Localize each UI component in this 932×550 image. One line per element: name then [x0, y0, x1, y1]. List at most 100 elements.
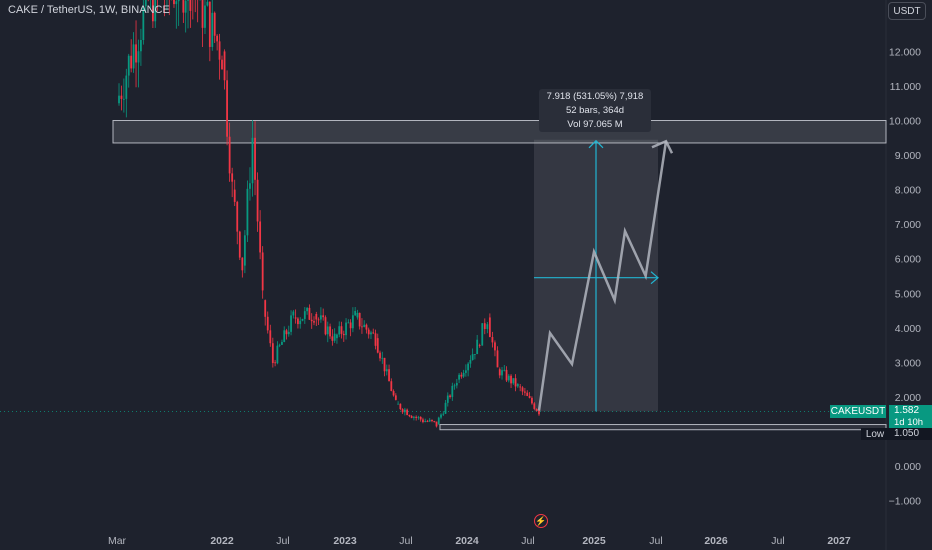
candle-body	[415, 416, 418, 418]
candle-body	[349, 322, 352, 329]
candle-body	[177, 0, 180, 2]
symbol-legend[interactable]: CAKE / TetherUS, 1W, BINANCE	[8, 4, 170, 16]
candle-body	[516, 384, 519, 387]
candle-body	[505, 369, 508, 381]
candle-body	[464, 370, 467, 373]
y-tick-label: 2.000	[895, 392, 921, 404]
candle-body	[125, 75, 128, 99]
candle-body	[403, 409, 406, 413]
measure-arrowhead-right	[650, 271, 659, 285]
candle-body	[437, 417, 440, 425]
candle-body	[361, 326, 363, 328]
candle-body	[397, 403, 399, 405]
candle-body	[381, 357, 384, 359]
candle-body	[173, 0, 175, 5]
lightning-icon[interactable]: ⚡	[534, 514, 548, 528]
candle-body	[315, 313, 318, 320]
candle-body	[367, 329, 370, 335]
candle-body	[297, 318, 299, 325]
candle-body	[283, 330, 286, 342]
candle-body	[451, 385, 454, 397]
candle-body	[383, 357, 386, 372]
candle-body	[294, 317, 297, 319]
candle-body	[226, 80, 228, 137]
candle-body	[187, 0, 189, 1]
candle-body	[324, 317, 327, 335]
candle-body	[491, 337, 494, 343]
candle-body	[358, 312, 361, 327]
candle-body	[246, 188, 249, 236]
candle-body	[233, 189, 236, 202]
measure-tooltip: 7.918 (531.05%) 7,918 52 bars, 364d Vol …	[539, 89, 651, 132]
x-tick-label: 2027	[827, 535, 851, 547]
candle-body	[329, 326, 331, 337]
currency-button[interactable]: USDT	[888, 2, 926, 20]
candle-body	[144, 0, 147, 7]
candle-body	[290, 315, 292, 332]
support-zone	[439, 424, 887, 431]
candle-body	[531, 397, 533, 404]
candle-body	[310, 319, 313, 322]
candle-body	[431, 419, 433, 422]
candle-body	[142, 6, 145, 41]
candle-body	[388, 369, 390, 382]
candle-body	[299, 320, 302, 325]
candle-body	[154, 0, 157, 22]
candle-body	[449, 395, 451, 397]
candle-body	[206, 1, 209, 6]
candle-body	[223, 51, 226, 81]
candle-body	[444, 402, 447, 414]
candle-body	[528, 395, 531, 398]
x-tick-label: 2023	[333, 535, 357, 547]
candle-body	[259, 221, 262, 253]
candle-body	[419, 416, 422, 420]
y-tick-label: 10.000	[889, 116, 921, 128]
candle-body	[118, 95, 120, 104]
candle-body	[278, 344, 281, 346]
candle-body	[426, 421, 429, 422]
measure-change-text: 7.918 (531.05%) 7,918	[546, 91, 644, 102]
y-tick-label: −1.000	[889, 496, 922, 508]
candle-body	[433, 421, 436, 422]
candle-body	[281, 341, 283, 345]
symbol-price-label: CAKEUSDT	[830, 405, 886, 418]
candle-body	[428, 419, 431, 422]
candle-body	[140, 40, 142, 52]
candle-body	[201, 0, 204, 28]
candle-body	[533, 403, 536, 409]
candle-body	[236, 201, 239, 232]
candle-body	[292, 311, 295, 316]
x-tick-label: 2022	[210, 535, 234, 547]
last-price-label: 1.582	[889, 405, 932, 417]
candle-body	[135, 44, 137, 63]
candle-body	[301, 318, 304, 321]
candle-body	[274, 362, 277, 364]
candle-body	[512, 378, 515, 384]
candle-body	[501, 370, 503, 376]
candle-body	[474, 354, 476, 355]
candle-body	[345, 322, 347, 336]
candle-body	[132, 44, 135, 69]
candle-body	[211, 12, 214, 47]
candle-body	[213, 12, 216, 36]
candle-body	[372, 332, 375, 334]
candle-body	[521, 387, 524, 392]
candle-body	[319, 315, 322, 320]
candle-body	[326, 326, 329, 335]
candle-body	[510, 375, 512, 384]
candle-body	[376, 338, 379, 353]
candle-body	[351, 315, 354, 329]
candle-body	[254, 137, 256, 180]
measure-bars-text: 52 bars, 364d	[565, 105, 625, 116]
candle-body	[175, 1, 178, 5]
candle-body	[336, 334, 338, 339]
candle-body	[228, 136, 231, 174]
candle-body	[354, 310, 357, 316]
bar-countdown-label: 1d 10h	[889, 417, 932, 428]
candle-body	[231, 173, 234, 182]
x-tick-label: Jul	[399, 535, 412, 547]
candle-body	[120, 95, 123, 99]
candle-body	[189, 0, 192, 11]
candle-body	[271, 343, 274, 364]
